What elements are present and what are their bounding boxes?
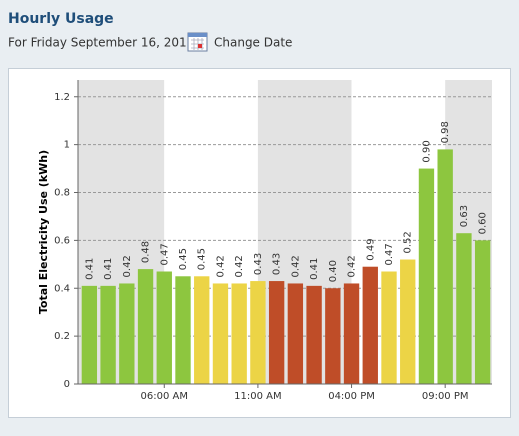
bar xyxy=(474,240,491,384)
bar xyxy=(268,281,285,384)
value-label: 0.48 xyxy=(141,241,152,263)
bar xyxy=(456,233,472,384)
y-tick-label: 0.2 xyxy=(54,331,70,342)
bar xyxy=(437,149,453,384)
y-tick-label: 0.6 xyxy=(54,235,70,246)
value-label: 0.42 xyxy=(234,255,245,277)
bar xyxy=(137,269,154,384)
bar xyxy=(400,259,416,384)
plot: 0 0.2 0.4 0.6 0.8 1 1.2 0.41 0.41 0.42 0.48 0.47 06:… xyxy=(54,80,492,402)
page-title: Hourly Usage xyxy=(8,11,114,27)
bar xyxy=(81,285,98,384)
value-label: 0.42 xyxy=(290,255,301,277)
bar xyxy=(325,288,341,384)
value-label: 0.41 xyxy=(103,258,114,280)
value-label: 0.42 xyxy=(122,255,133,277)
bar xyxy=(418,168,435,384)
x-tick-label: 09:00 PM xyxy=(422,391,469,402)
y-tick-label: 1.2 xyxy=(54,92,70,103)
value-label: 0.40 xyxy=(328,260,339,282)
y-tick-label: 0.4 xyxy=(54,283,70,294)
value-label: 0.41 xyxy=(84,258,95,280)
value-label: 0.47 xyxy=(159,243,170,265)
value-label: 0.43 xyxy=(272,253,283,275)
bar xyxy=(194,276,210,384)
bar xyxy=(362,266,378,384)
bar xyxy=(343,283,360,384)
bar xyxy=(212,283,229,384)
bar xyxy=(119,283,135,384)
date-subtitle: For Friday September 16, 2011 xyxy=(8,36,194,50)
y-axis-label: Total Electricity Use (kWh) xyxy=(37,150,50,314)
bar xyxy=(250,281,266,384)
value-label: 0.90 xyxy=(421,140,432,162)
value-label: 0.52 xyxy=(403,231,414,253)
bar xyxy=(100,285,116,384)
value-label: 0.43 xyxy=(253,253,264,275)
y-tick-label: 0.8 xyxy=(54,188,70,199)
x-tick-label: 04:00 PM xyxy=(328,391,375,402)
value-label: 0.47 xyxy=(384,243,395,265)
value-label: 0.42 xyxy=(215,255,226,277)
bar xyxy=(306,285,322,384)
calendar-icon[interactable] xyxy=(187,32,208,52)
value-label: 0.42 xyxy=(347,255,358,277)
value-label: 0.98 xyxy=(440,121,451,143)
value-label: 0.60 xyxy=(478,212,489,234)
bar xyxy=(231,283,247,384)
change-date-link[interactable]: Change Date xyxy=(214,36,292,50)
bar xyxy=(287,283,304,384)
x-tick-label: 11:00 AM xyxy=(234,391,281,402)
value-label: 0.63 xyxy=(459,205,470,227)
bar xyxy=(156,271,172,384)
bar xyxy=(175,276,191,384)
x-tick-label: 06:00 AM xyxy=(141,391,188,402)
value-label: 0.45 xyxy=(197,248,208,270)
value-label: 0.41 xyxy=(309,258,320,280)
value-label: 0.49 xyxy=(365,238,376,260)
y-tick-label: 1 xyxy=(64,140,70,151)
value-label: 0.45 xyxy=(178,248,189,270)
bar xyxy=(381,271,397,384)
y-tick-label: 0 xyxy=(64,379,70,390)
